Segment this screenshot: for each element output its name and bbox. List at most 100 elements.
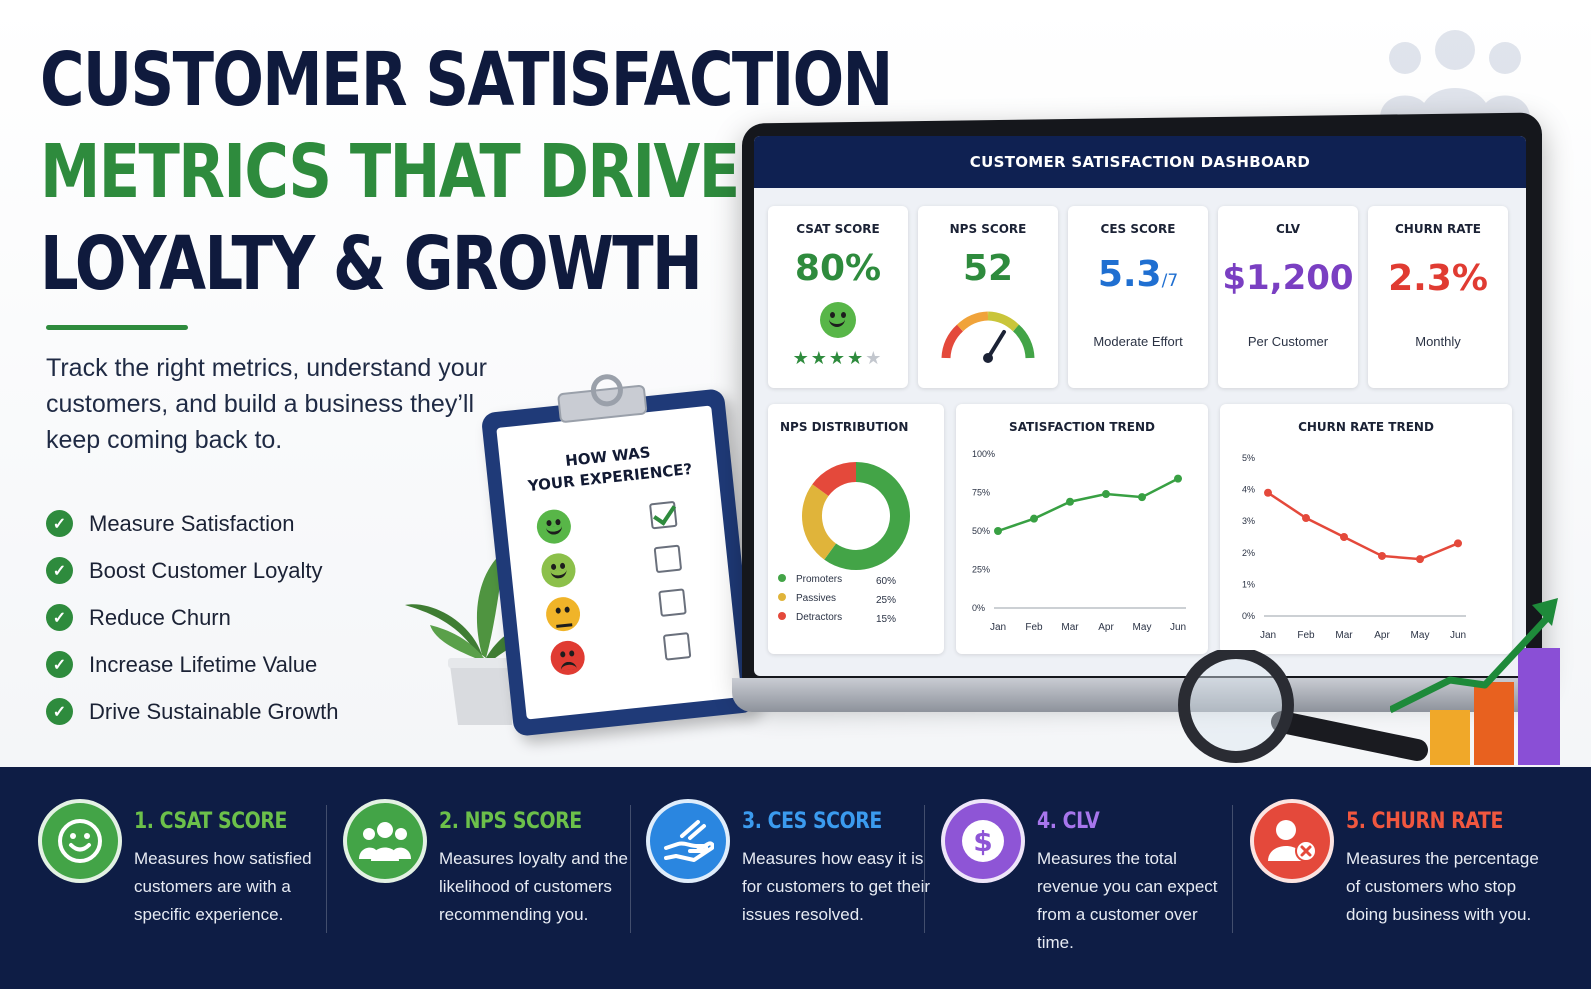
donut-slice xyxy=(812,462,857,497)
metrics-footer: 1. CSAT SCORE Measures how satisfied cus… xyxy=(0,767,1591,989)
chart-title: SATISFACTION TREND xyxy=(1009,420,1155,434)
x-tick-label: Apr xyxy=(1374,630,1390,641)
headline-line-3: LOYALTY & GROWTH xyxy=(40,221,703,307)
data-point xyxy=(994,527,1002,535)
metric-description: Measures how easy it is for customers to… xyxy=(742,849,931,924)
dashboard-screen: CUSTOMER SATISFACTION DASHBOARD CSAT SCO… xyxy=(754,136,1526,676)
data-point xyxy=(1416,555,1424,564)
very-happy-face-icon xyxy=(535,507,573,546)
x-tick-label: Feb xyxy=(1025,622,1043,633)
metric-description: Measures loyalty and the likelihood of c… xyxy=(439,849,628,924)
benefit-label: Measure Satisfaction xyxy=(89,510,295,536)
data-point xyxy=(1302,514,1310,523)
kpi-subtext: Per Customer xyxy=(1247,334,1329,349)
smile-icon xyxy=(38,799,122,883)
team-icon xyxy=(1380,30,1530,118)
headline: CUSTOMER SATISFACTION METRICS THAT DRIVE… xyxy=(40,34,1079,310)
chart-title: NPS DISTRIBUTION xyxy=(780,420,909,434)
metric-title: 1. CSAT SCORE xyxy=(134,809,287,834)
y-tick-label: 0% xyxy=(972,603,985,613)
kpi-ces-card: CES SCORE 5.3/7 Moderate Effort xyxy=(1068,206,1208,388)
data-point xyxy=(1138,493,1146,502)
churn-trend-panel: CHURN RATE TREND 0% 1% 2% 3% 4% 5% Jan Feb Mar Ap… xyxy=(1220,404,1512,654)
check-icon: ✓ xyxy=(46,604,73,631)
happy-face-icon xyxy=(539,551,578,590)
rating-checkbox xyxy=(662,632,692,661)
svg-text:$: $ xyxy=(973,825,992,858)
rating-checkbox xyxy=(658,588,687,617)
data-point xyxy=(1378,551,1386,560)
rating-checkbox xyxy=(653,544,683,574)
y-tick-label: 0% xyxy=(1242,611,1255,621)
check-icon: ✓ xyxy=(46,651,73,678)
y-tick-label: 100% xyxy=(972,449,995,459)
divider xyxy=(630,805,631,933)
kpi-label: NPS SCORE xyxy=(949,222,1027,236)
x-tick-label: Mar xyxy=(1335,630,1353,641)
y-tick-label: 4% xyxy=(1242,485,1255,495)
metric-title: 2. NPS SCORE xyxy=(439,809,582,834)
check-icon: ✓ xyxy=(46,557,73,584)
check-icon: ✓ xyxy=(46,510,73,537)
kpi-value: 2.3% xyxy=(1388,258,1488,299)
data-point xyxy=(1340,533,1348,541)
series-line xyxy=(997,477,1179,533)
x-tick-label: Jun xyxy=(1450,630,1466,641)
kpi-value: $1,200 xyxy=(1222,258,1354,298)
user-remove-icon xyxy=(1250,799,1334,883)
dashboard-title: CUSTOMER SATISFACTION DASHBOARD xyxy=(754,136,1526,188)
kpi-cards: CSAT SCORE 80% ★★★★★ NPS SCORE 52 xyxy=(768,206,1508,388)
laptop: CUSTOMER SATISFACTION DASHBOARD CSAT SCO… xyxy=(732,112,1552,718)
benefit-label: Boost Customer Loyalty xyxy=(89,557,323,583)
star-icon: ★ xyxy=(847,348,866,368)
nps-gauge-icon xyxy=(941,311,1035,363)
data-point xyxy=(1066,497,1074,506)
x-tick-label: Jan xyxy=(1260,630,1276,641)
y-tick-label: 2% xyxy=(1242,548,1255,558)
subtitle: Track the right metrics, understand your… xyxy=(46,354,487,454)
kpi-value: 80% xyxy=(794,248,882,289)
kpi-clv-card: CLV $1,200 Per Customer xyxy=(1218,206,1358,388)
donut-slice xyxy=(802,484,837,560)
accent-divider xyxy=(46,325,188,330)
benefit-item: ✓ Boost Customer Loyalty xyxy=(46,547,338,594)
benefit-label: Increase Lifetime Value xyxy=(89,651,318,677)
metric-description: Measures the percentage of customers who… xyxy=(1346,849,1539,924)
headline-line-2: METRICS THAT DRIVE xyxy=(40,129,740,215)
benefit-label: Reduce Churn xyxy=(89,604,231,630)
x-tick-label: May xyxy=(1133,622,1152,633)
x-tick-label: May xyxy=(1411,630,1430,641)
kpi-label: CES SCORE xyxy=(1100,222,1176,236)
kpi-subtext: Moderate Effort xyxy=(1093,334,1183,349)
y-tick-label: 1% xyxy=(1242,579,1255,589)
star-icon: ★ xyxy=(828,348,848,368)
legend-value: 15% xyxy=(876,614,896,625)
divider xyxy=(924,805,925,933)
metric-title: 3. CES SCORE xyxy=(742,809,882,834)
legend-swatch xyxy=(778,612,786,620)
chart-title: CHURN RATE TREND xyxy=(1298,420,1434,434)
kpi-csat-card: CSAT SCORE 80% ★★★★★ xyxy=(768,206,908,388)
y-tick-label: 5% xyxy=(1242,453,1255,463)
star-icon: ★ xyxy=(865,348,884,368)
nps-donut-chart: Promoters 60% Passives 25% Detractors 15% xyxy=(778,462,910,625)
rating-checkbox xyxy=(649,500,678,530)
kpi-value: 52 xyxy=(962,248,1014,289)
legend-swatch xyxy=(778,593,786,601)
satisfaction-line-chart: 0% 25% 50% 75% 100% Jan Feb Mar Apr May Jun xyxy=(972,449,1186,633)
data-point xyxy=(1264,488,1272,497)
dollar-icon: $ xyxy=(941,799,1025,883)
y-tick-label: 75% xyxy=(972,488,990,498)
x-tick-label: Feb xyxy=(1297,630,1315,641)
x-tick-label: Jan xyxy=(990,622,1006,633)
metric-description: Measures the total revenue you can expec… xyxy=(1037,849,1218,952)
donut-slice xyxy=(824,462,910,570)
kpi-subtext: Monthly xyxy=(1415,334,1461,349)
neutral-face-icon xyxy=(544,595,582,633)
kpi-value: 5.3/7 xyxy=(1097,254,1179,295)
feedback-clipboard: HOW WAS YOUR EXPERIENCE? xyxy=(480,384,758,737)
metric-description: Measures how satisfied customers are wit… xyxy=(134,849,312,924)
legend-label: Detractors xyxy=(796,612,842,623)
data-point xyxy=(1030,514,1038,523)
